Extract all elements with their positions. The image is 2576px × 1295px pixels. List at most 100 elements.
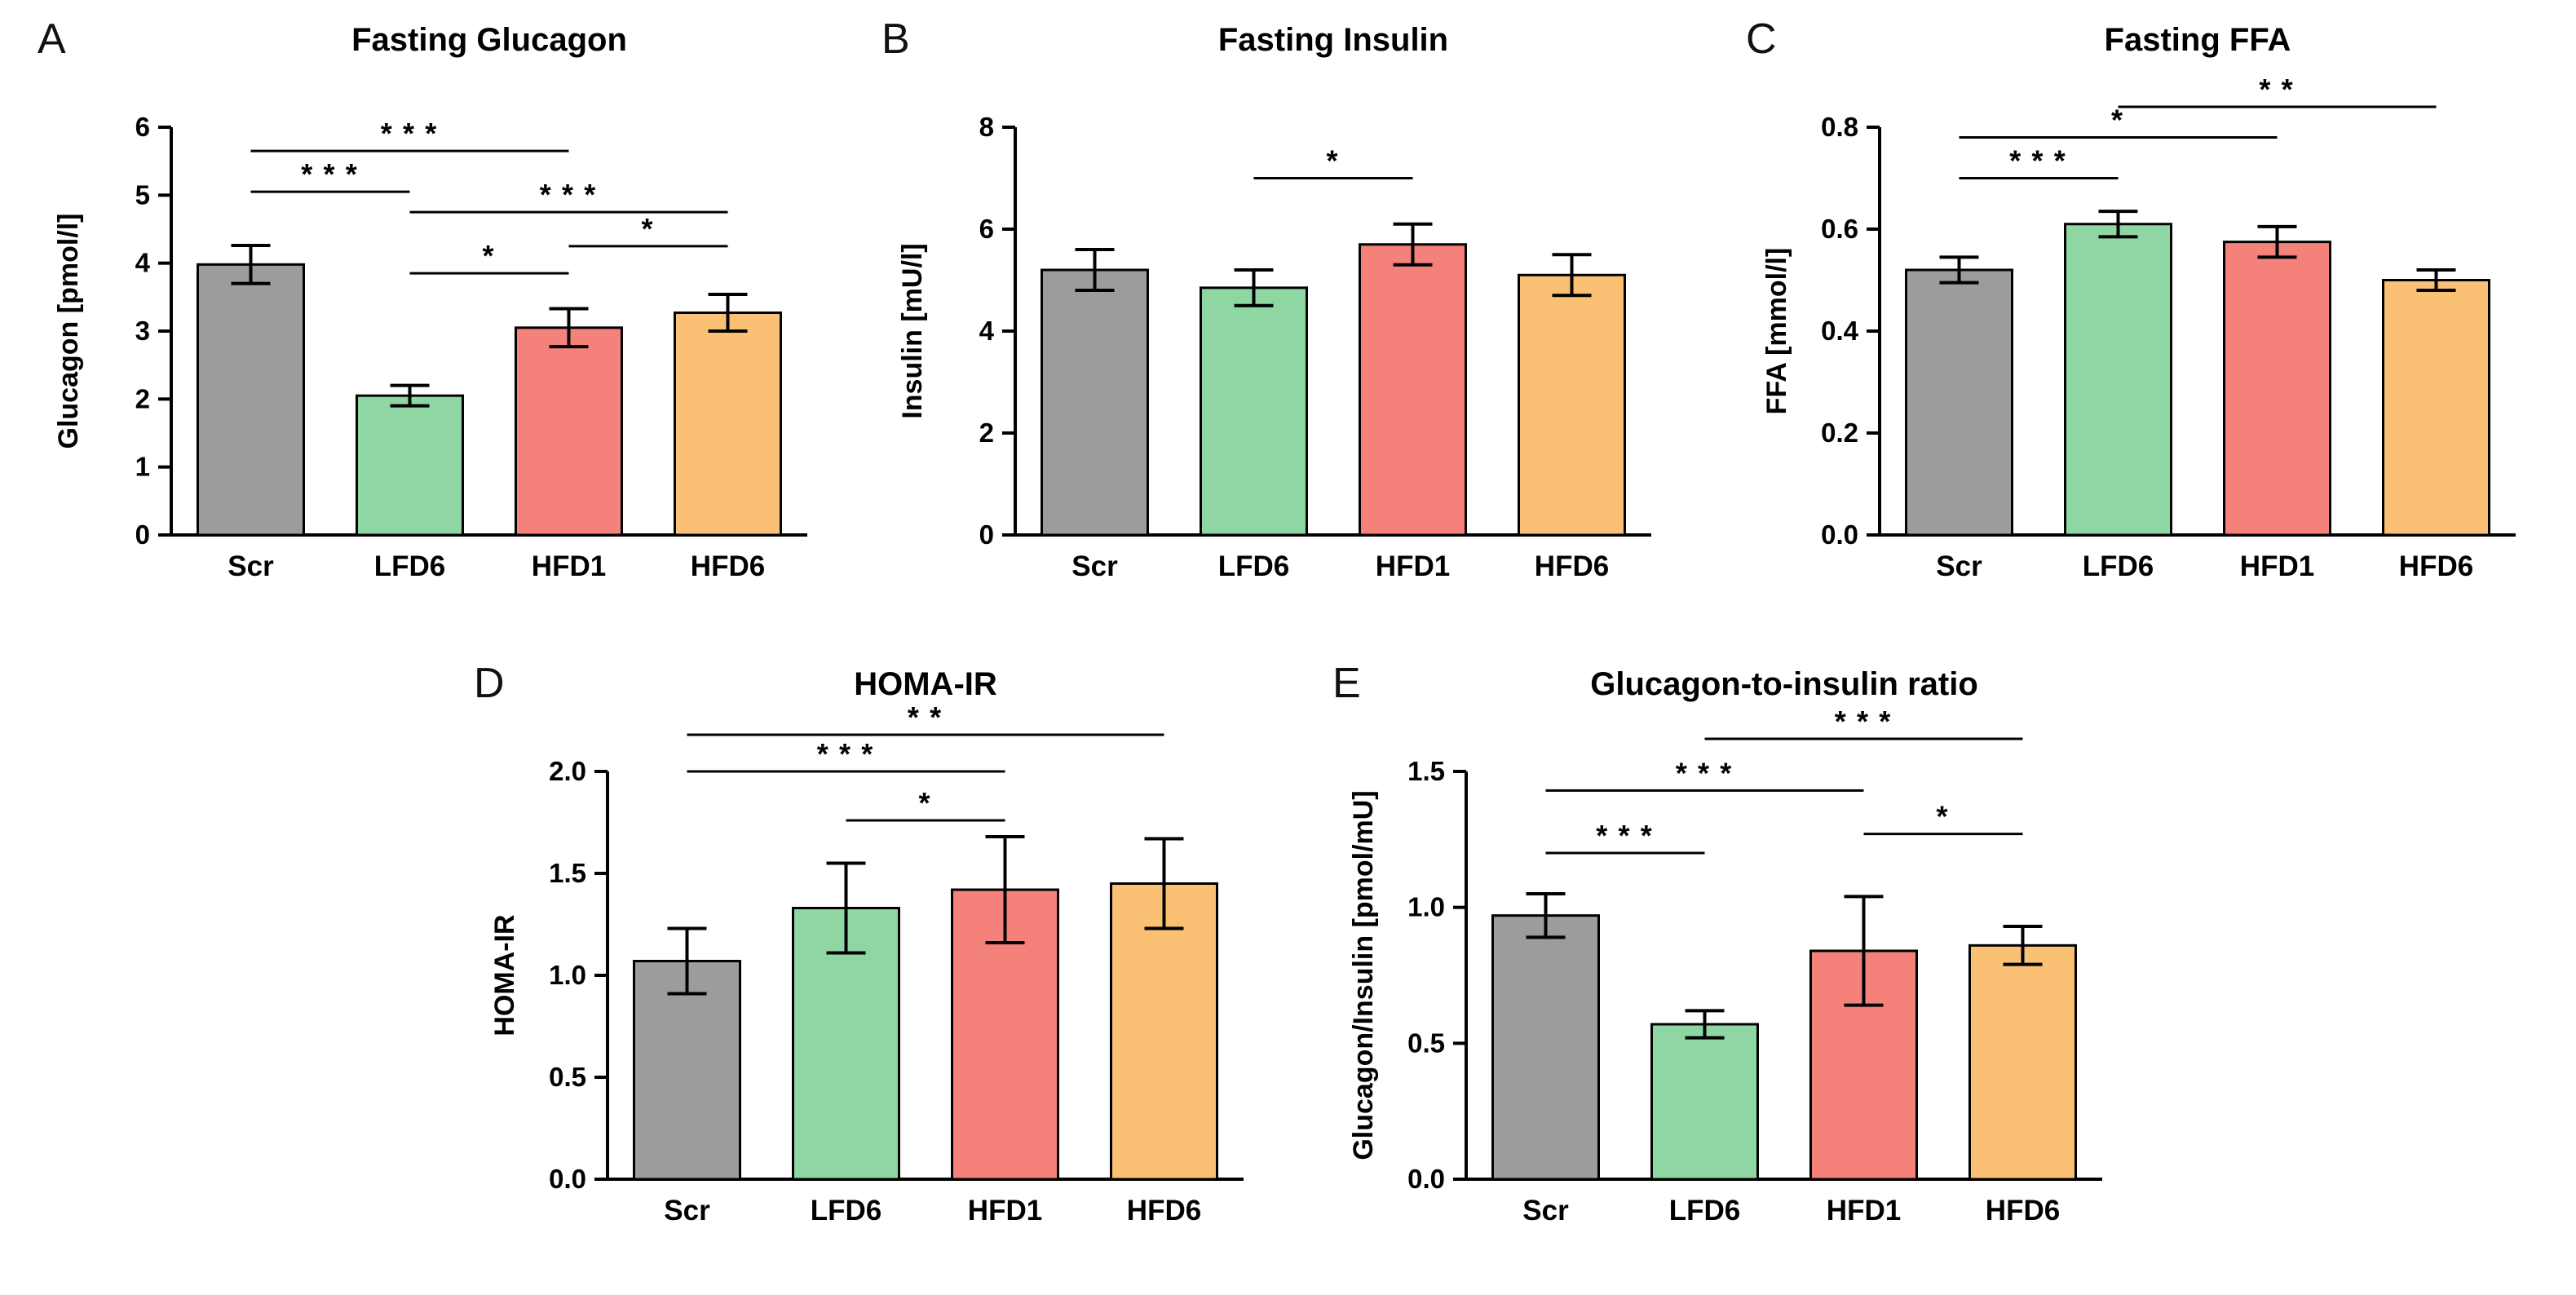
- category-label: Scr: [664, 1195, 710, 1226]
- y-tick-label: 0.5: [1407, 1028, 1445, 1058]
- category-label: HFD1: [532, 550, 606, 582]
- bar-hfd6: [1968, 944, 2077, 1181]
- y-tick-label: 2: [979, 418, 994, 448]
- category-label: LFD6: [1218, 550, 1290, 582]
- y-tick-label: 8: [979, 112, 994, 142]
- y-tick-label: 0.0: [1407, 1164, 1445, 1194]
- category-label: LFD6: [811, 1195, 882, 1226]
- bar-scr: [1491, 914, 1600, 1181]
- significance-stars: * * *: [1835, 705, 1893, 738]
- bar-scr: [1905, 268, 2013, 537]
- significance-stars: * * *: [817, 737, 875, 771]
- bar-hfd1: [2223, 241, 2331, 537]
- fasting-glucagon-bar-chart: Fasting Glucagon 0 1 2 3 4 5 6 Glucagon [pmol/l…: [53, 22, 807, 582]
- significance-stars: *: [482, 239, 496, 272]
- significance-stars: * * *: [1676, 756, 1734, 789]
- category-label: HFD6: [1986, 1195, 2060, 1226]
- panel-fasting-insulin: B Fasting Insulin 0 2 4 6 8 Insulin [mU/l] Scr…: [877, 13, 1692, 600]
- panel-letter-b: B: [881, 15, 910, 63]
- y-axis-label: HOMA-IR: [489, 914, 520, 1036]
- y-tick-label: 1.0: [549, 960, 586, 990]
- category-label: HFD1: [1827, 1195, 1901, 1226]
- glucagon-insulin-ratio-bar-chart: Glucagon-to-insulin ratio 0.0 0.5 1.0 1.5 Gl…: [1348, 666, 2102, 1226]
- category-label: HFD6: [1535, 550, 1609, 582]
- y-tick-label: 5: [135, 179, 150, 210]
- y-tick-label: 0.0: [549, 1164, 586, 1194]
- y-tick-label: 1.0: [1407, 892, 1445, 922]
- y-tick-label: 6: [135, 112, 150, 142]
- y-tick-label: 0: [979, 519, 994, 550]
- category-label: Scr: [1071, 550, 1118, 582]
- significance-stars: * *: [2259, 73, 2295, 106]
- category-label: LFD6: [374, 550, 446, 582]
- bar-lfd6: [1650, 1023, 1759, 1181]
- y-tick-label: 4: [135, 248, 151, 278]
- significance-stars: * * *: [540, 178, 598, 211]
- y-tick-label: 0.8: [1821, 112, 1858, 142]
- y-tick-label: 6: [979, 214, 994, 244]
- panel-letter-a: A: [38, 15, 66, 63]
- panel-fasting-glucagon: A Fasting Glucagon 0 1 2 3 4 5 6 Glucagon [pmol…: [33, 13, 848, 600]
- bar-hfd6: [2382, 279, 2490, 537]
- panel-letter-e: E: [1332, 660, 1361, 707]
- significance-stars: *: [2111, 104, 2125, 137]
- fasting-insulin-bar-chart: Fasting Insulin 0 2 4 6 8 Insulin [mU/l] Scr LF…: [897, 22, 1651, 582]
- category-label: Scr: [228, 550, 274, 582]
- significance-stars: *: [1936, 800, 1950, 833]
- panel-fasting-ffa: C Fasting FFA 0.0 0.2 0.4 0.6 0.8 FFA [mmol/l…: [1741, 13, 2556, 600]
- significance-stars: * * *: [2009, 144, 2067, 178]
- chart-title: Fasting Insulin: [1218, 22, 1448, 58]
- chart-title: HOMA-IR: [854, 666, 997, 702]
- significance-stars: *: [918, 786, 932, 820]
- category-label: Scr: [1522, 1195, 1569, 1226]
- significance-stars: * * *: [381, 117, 439, 150]
- bar-lfd6: [1200, 286, 1308, 537]
- y-tick-label: 0: [135, 519, 150, 550]
- y-tick-label: 0.6: [1821, 214, 1858, 244]
- category-label: LFD6: [2083, 550, 2154, 582]
- significance-stars: * *: [908, 701, 943, 734]
- bar-lfd6: [356, 394, 464, 537]
- significance-stars: * * *: [1596, 819, 1654, 852]
- significance-stars: *: [641, 212, 655, 245]
- y-tick-label: 3: [135, 316, 150, 346]
- y-tick-label: 0.4: [1821, 316, 1859, 346]
- bar-scr: [633, 960, 741, 1181]
- category-label: Scr: [1936, 550, 1982, 582]
- y-tick-label: 2.0: [549, 756, 586, 786]
- y-tick-label: 1: [135, 452, 150, 482]
- chart-title: Fasting FFA: [2105, 22, 2291, 58]
- category-label: HFD1: [1376, 550, 1450, 582]
- bar-scr: [1041, 268, 1149, 537]
- bar-hfd1: [1359, 243, 1467, 537]
- significance-stars: * * *: [301, 157, 359, 191]
- y-tick-label: 0.0: [1821, 519, 1858, 550]
- category-label: HFD6: [1127, 1195, 1201, 1226]
- fasting-ffa-bar-chart: Fasting FFA 0.0 0.2 0.4 0.6 0.8 FFA [mmol/l] S…: [1761, 22, 2516, 582]
- category-label: HFD1: [2240, 550, 2314, 582]
- y-tick-label: 0.2: [1821, 418, 1858, 448]
- bar-scr: [197, 263, 305, 537]
- y-tick-label: 4: [979, 316, 995, 346]
- panel-glucagon-insulin-ratio: E Glucagon-to-insulin ratio 0.0 0.5 1.0 1.5…: [1328, 657, 2143, 1244]
- bar-lfd6: [2064, 223, 2172, 537]
- category-label: HFD1: [968, 1195, 1042, 1226]
- panel-letter-d: D: [474, 660, 505, 707]
- category-label: HFD6: [2399, 550, 2473, 582]
- significance-stars: *: [1326, 144, 1340, 178]
- panel-homa-ir: D HOMA-IR 0.0 0.5 1.0 1.5 2.0 HOMA-IR Scr LFD6 H…: [469, 657, 1284, 1244]
- chart-title: Fasting Glucagon: [351, 22, 627, 58]
- bar-hfd6: [1518, 273, 1626, 537]
- y-axis-label: Glucagon/Insulin [pmol/mU]: [1348, 790, 1379, 1160]
- bar-hfd1: [515, 326, 623, 537]
- y-tick-label: 2: [135, 383, 150, 413]
- y-tick-label: 1.5: [1407, 756, 1445, 786]
- panel-letter-c: C: [1746, 15, 1777, 63]
- y-tick-label: 1.5: [549, 858, 586, 888]
- homa-ir-bar-chart: HOMA-IR 0.0 0.5 1.0 1.5 2.0 HOMA-IR Scr LFD6 HFD…: [489, 666, 1244, 1226]
- chart-title: Glucagon-to-insulin ratio: [1590, 666, 1978, 702]
- y-axis-label: Glucagon [pmol/l]: [53, 214, 84, 449]
- y-axis-label: FFA [mmol/l]: [1761, 248, 1792, 415]
- y-tick-label: 0.5: [549, 1062, 586, 1092]
